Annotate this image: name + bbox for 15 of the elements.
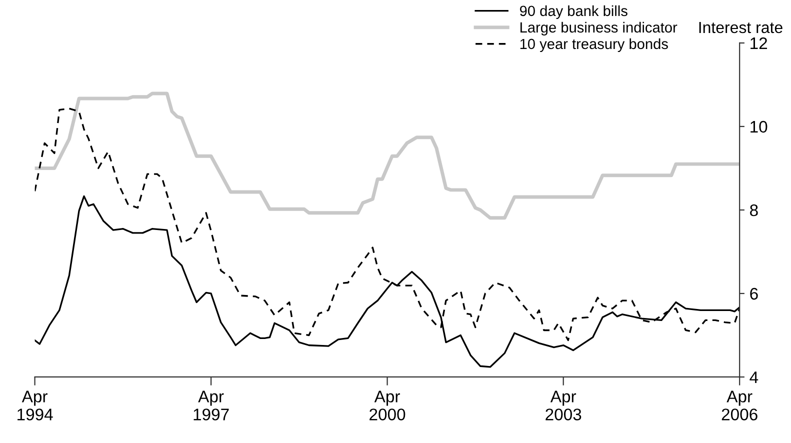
y-tick-label: 8 <box>750 204 758 216</box>
y-tick-label: 10 <box>750 120 768 133</box>
x-tick-label: Apr 2000 <box>370 390 406 420</box>
x-tick-label: Apr 1994 <box>18 390 53 420</box>
legend-label: 10 year treasury bonds <box>520 38 668 52</box>
x-tick-label: Apr 2006 <box>722 390 758 420</box>
y-axis-title: Interest rate <box>699 22 782 34</box>
legend-label: 90 day bank bills <box>520 5 628 19</box>
legend-label: Large business indicator <box>520 22 678 36</box>
line-series <box>34 92 740 220</box>
x-tick-label: Apr 1997 <box>194 390 229 420</box>
x-tick-label: Apr 2003 <box>546 390 582 420</box>
y-tick-label: 6 <box>750 288 758 300</box>
y-tick-label: 4 <box>750 372 758 384</box>
y-tick-label: 12 <box>750 37 768 50</box>
